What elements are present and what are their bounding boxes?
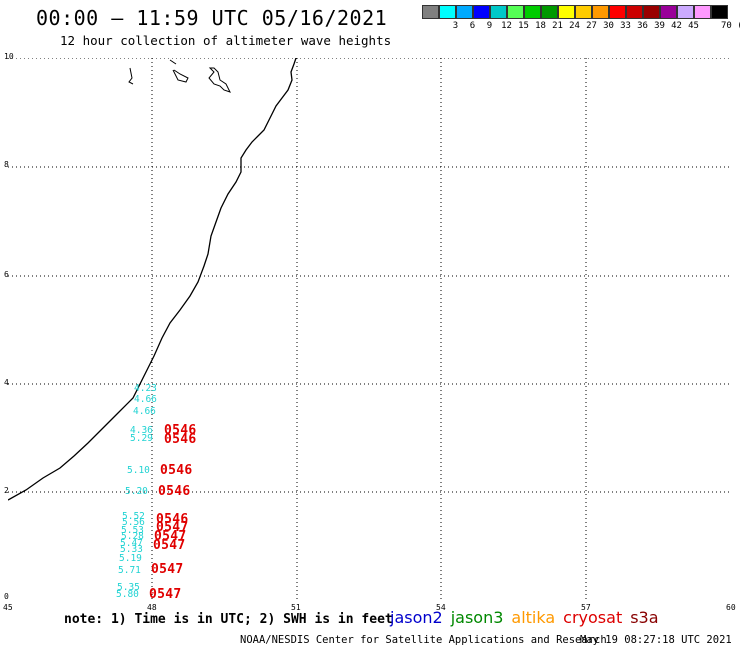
x-tick-label: 60 xyxy=(726,603,736,612)
scale-swatch xyxy=(439,5,456,19)
swh-label: 5.10 xyxy=(127,465,150,476)
swh-label: 4.66 xyxy=(133,406,156,417)
scale-label: 36 xyxy=(637,21,648,31)
time-label: 0547 xyxy=(149,587,182,602)
time-label: 0547 xyxy=(154,529,187,544)
swh-label: 4.66 xyxy=(134,394,157,405)
scale-swatch xyxy=(711,5,728,19)
scale-label: 21 xyxy=(552,21,563,31)
swh-label: 5.71 xyxy=(118,565,141,576)
satellite-legend: jason2 jason3 altika cryosat s3a xyxy=(390,608,667,627)
x-tick-label: 54 xyxy=(436,603,446,612)
map-subtitle: 12 hour collection of altimeter wave hei… xyxy=(60,33,392,48)
y-tick-label: 6 xyxy=(4,270,9,279)
scale-swatch xyxy=(490,5,507,19)
satellite-legend-item: s3a xyxy=(630,608,659,627)
time-label: 0546 xyxy=(164,423,197,438)
map-gridlines xyxy=(8,58,730,600)
scale-label: 12 xyxy=(501,21,512,31)
time-label: 0546 xyxy=(160,463,193,478)
scale-label: 39 xyxy=(654,21,665,31)
time-label: 0547 xyxy=(153,538,186,553)
scale-swatch xyxy=(524,5,541,19)
x-tick-label: 45 xyxy=(3,603,13,612)
scale-swatch xyxy=(660,5,677,19)
time-label: 0547 xyxy=(156,520,189,535)
y-tick-label: 2 xyxy=(4,486,9,495)
coastline xyxy=(8,58,297,501)
swh-label: 5.80 xyxy=(116,589,139,600)
scale-swatch xyxy=(558,5,575,19)
scale-label: 24 xyxy=(569,21,580,31)
scale-label: 6 xyxy=(469,21,476,31)
scale-label: 30 xyxy=(603,21,614,31)
time-label: 0546 xyxy=(156,512,189,527)
altimeter-map xyxy=(8,58,730,600)
scale-swatch xyxy=(507,5,524,19)
time-label: 0546 xyxy=(164,432,197,447)
time-label: 0547 xyxy=(151,562,184,577)
source-credit: NOAA/NESDIS Center for Satellite Applica… xyxy=(240,634,607,646)
footnote: note: 1) Time is in UTC; 2) SWH is in fe… xyxy=(64,612,393,627)
swh-label: 4.36 xyxy=(130,425,153,436)
scale-label: 18 xyxy=(535,21,546,31)
swh-label: 5.53 xyxy=(121,525,144,536)
scale-swatch xyxy=(456,5,473,19)
satellite-legend-item: jason3 xyxy=(450,608,504,627)
scale-label: 45 xyxy=(688,21,699,31)
scale-label: 15 xyxy=(518,21,529,31)
scale-swatch xyxy=(643,5,660,19)
time-label: 0546 xyxy=(158,484,191,499)
satellite-legend-item: jason2 xyxy=(390,608,443,627)
scale-label: 42 xyxy=(671,21,682,31)
scale-swatch xyxy=(609,5,626,19)
swh-label: 5.33 xyxy=(120,544,143,555)
y-tick-label: 8 xyxy=(4,160,9,169)
islands xyxy=(128,59,231,93)
map-title: 00:00 – 11:59 UTC 05/16/2021 xyxy=(36,6,388,30)
swh-label: 5.29 xyxy=(130,433,153,444)
satellite-legend-item: altika xyxy=(511,608,556,627)
scale-swatch xyxy=(541,5,558,19)
swh-label: 5.35 xyxy=(117,582,140,593)
swh-label: 5.56 xyxy=(122,517,145,528)
swh-label: 5.47 xyxy=(120,538,143,549)
scale-swatch xyxy=(694,5,711,19)
y-tick-label: 10 xyxy=(4,52,14,61)
scale-label: 27 xyxy=(586,21,597,31)
y-tick-label: 0 xyxy=(4,592,9,601)
scale-label: 3 xyxy=(452,21,459,31)
satellite-legend-item: cryosat xyxy=(563,608,623,627)
scale-label: 9 xyxy=(486,21,493,31)
scale-swatch xyxy=(473,5,490,19)
scale-unit-label: 70 (ft) xyxy=(721,21,740,31)
scale-swatch xyxy=(575,5,592,19)
scale-swatch xyxy=(592,5,609,19)
swh-label: 5.20 xyxy=(125,486,148,497)
swh-label: 5.28 xyxy=(121,531,144,542)
generated-timestamp: May 19 08:27:18 UTC 2021 xyxy=(580,634,732,646)
scale-label: 33 xyxy=(620,21,631,31)
swh-label: 4.23 xyxy=(134,383,157,394)
scale-swatch xyxy=(626,5,643,19)
x-tick-label: 57 xyxy=(581,603,591,612)
scale-swatch xyxy=(422,5,439,19)
y-tick-label: 4 xyxy=(4,378,9,387)
scale-swatch xyxy=(677,5,694,19)
x-tick-label: 51 xyxy=(291,603,301,612)
swh-label: 5.19 xyxy=(119,553,142,564)
swh-label: 5.52 xyxy=(122,511,145,522)
x-tick-label: 48 xyxy=(147,603,157,612)
